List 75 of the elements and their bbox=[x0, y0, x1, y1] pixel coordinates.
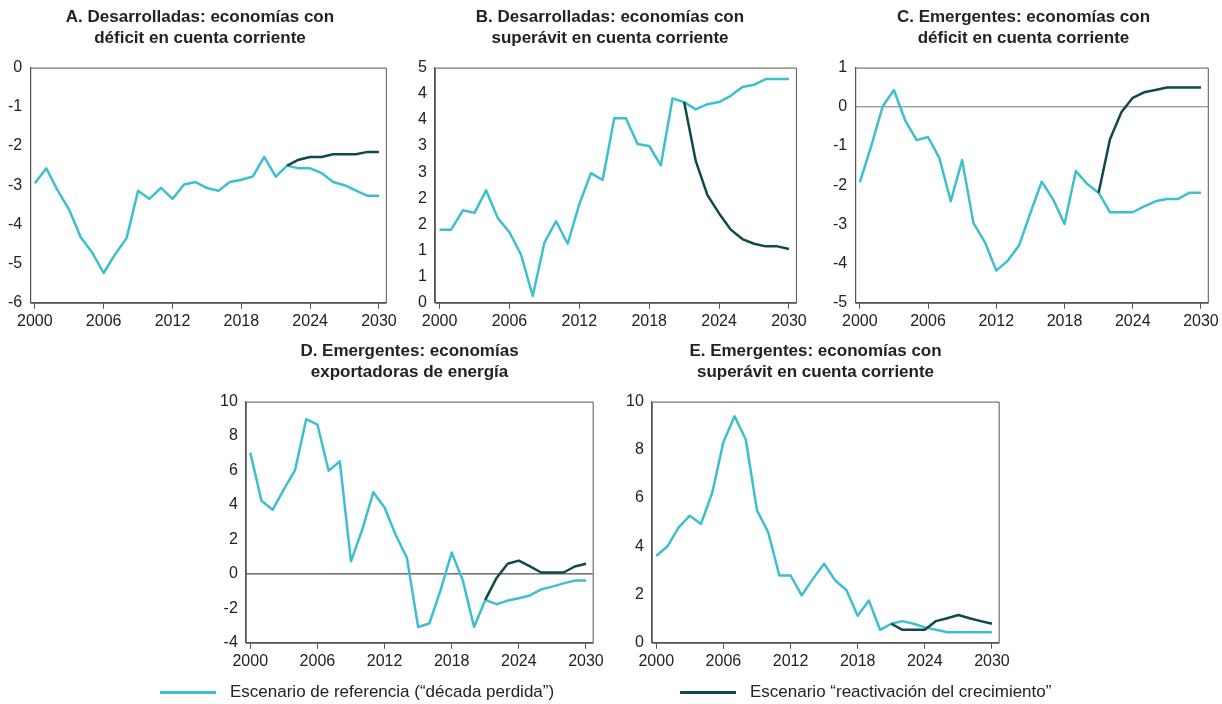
x-tick-label: 2006 bbox=[491, 311, 528, 329]
x-tick-label: 2024 bbox=[292, 311, 329, 329]
y-tick-label: 0 bbox=[838, 97, 848, 115]
y-tick-label: 0 bbox=[417, 293, 427, 311]
y-tick-label: 6 bbox=[634, 488, 644, 506]
chart-title: C. Emergentes: economías con déficit en cuenta corriente bbox=[895, 6, 1152, 49]
x-tick-label: 2000 bbox=[17, 311, 53, 329]
chart-title: B. Desarrolladas: economías con superávit en cuenta corriente bbox=[474, 6, 746, 49]
y-tick-label: 10 bbox=[220, 392, 238, 410]
y-tick-label: 3 bbox=[417, 162, 427, 180]
x-tick-label: 2024 bbox=[501, 651, 537, 669]
y-tick-label: 2 bbox=[417, 188, 427, 206]
x-tick-label: 2030 bbox=[568, 651, 604, 669]
x-tick-label: 2018 bbox=[433, 651, 470, 669]
y-tick-label: -2 bbox=[832, 175, 848, 193]
y-tick-label: -4 bbox=[7, 214, 23, 232]
x-tick-label: 2012 bbox=[366, 651, 403, 669]
x-tick-label: 2012 bbox=[772, 651, 809, 669]
x-tick-label: 2024 bbox=[1114, 311, 1151, 329]
legend-label: Escenario “reactivación del crecimiento” bbox=[750, 682, 1052, 702]
x-tick-label: 2018 bbox=[1046, 311, 1083, 329]
y-tick-label: 1 bbox=[838, 58, 848, 76]
chart-title: A. Desarrolladas: economías con déficit en cuenta corriente bbox=[64, 6, 336, 49]
y-tick-label: -5 bbox=[7, 254, 23, 272]
chart-title: E. Emergentes: economías con superávit en cuenta corriente bbox=[688, 340, 943, 383]
y-tick-label: 2 bbox=[228, 529, 238, 547]
x-tick-label: 2000 bbox=[232, 651, 269, 669]
x-tick-label: 2006 bbox=[299, 651, 336, 669]
x-tick-label: 2030 bbox=[771, 311, 807, 329]
x-tick-label: 2006 bbox=[85, 311, 122, 329]
x-tick-label: 2012 bbox=[978, 311, 1015, 329]
x-tick-label: 2012 bbox=[561, 311, 598, 329]
y-tick-label: -3 bbox=[7, 175, 23, 193]
y-tick-label: 4 bbox=[417, 84, 427, 102]
y-tick-label: 4 bbox=[228, 495, 238, 513]
x-tick-label: 2000 bbox=[638, 651, 675, 669]
y-tick-label: 8 bbox=[228, 426, 238, 444]
x-tick-label: 2000 bbox=[841, 311, 878, 329]
y-tick-label: 0 bbox=[634, 633, 644, 651]
y-tick-label: 2 bbox=[634, 584, 644, 602]
x-tick-label: 2018 bbox=[223, 311, 260, 329]
y-tick-label: -4 bbox=[832, 254, 848, 272]
y-tick-label: 3 bbox=[417, 136, 427, 154]
chart-title: D. Emergentes: economías exportadoras de energía bbox=[299, 340, 520, 383]
x-tick-label: 2012 bbox=[154, 311, 191, 329]
x-tick-label: 2030 bbox=[1183, 311, 1219, 329]
y-tick-label: -6 bbox=[7, 293, 23, 311]
y-tick-label: -5 bbox=[832, 293, 848, 311]
y-tick-label: 10 bbox=[626, 392, 644, 410]
y-tick-label: -2 bbox=[223, 598, 238, 616]
x-tick-label: 2024 bbox=[907, 651, 943, 669]
y-tick-label: -3 bbox=[832, 214, 848, 232]
y-tick-label: -1 bbox=[7, 97, 23, 115]
y-tick-label: 4 bbox=[634, 536, 644, 554]
x-tick-label: 2018 bbox=[631, 311, 668, 329]
y-tick-label: 0 bbox=[13, 58, 23, 76]
x-tick-label: 2006 bbox=[910, 311, 946, 329]
x-tick-label: 2018 bbox=[839, 651, 876, 669]
y-tick-label: 2 bbox=[417, 214, 427, 232]
y-tick-label: 5 bbox=[417, 58, 427, 76]
y-tick-label: 6 bbox=[228, 460, 238, 478]
y-tick-label: 8 bbox=[634, 440, 644, 458]
x-tick-label: 2000 bbox=[421, 311, 458, 329]
y-tick-label: 0 bbox=[228, 564, 238, 582]
x-tick-label: 2030 bbox=[974, 651, 1010, 669]
y-tick-label: 1 bbox=[417, 240, 427, 258]
x-tick-label: 2030 bbox=[361, 311, 397, 329]
legend-label: Escenario de referencia (“década perdida”) bbox=[230, 682, 555, 702]
y-tick-label: -2 bbox=[7, 136, 23, 154]
y-tick-label: -4 bbox=[223, 633, 238, 651]
x-tick-label: 2024 bbox=[701, 311, 737, 329]
y-tick-label: 1 bbox=[417, 267, 427, 285]
y-tick-label: -1 bbox=[832, 136, 848, 154]
y-tick-label: 4 bbox=[417, 110, 427, 128]
x-tick-label: 2006 bbox=[705, 651, 742, 669]
